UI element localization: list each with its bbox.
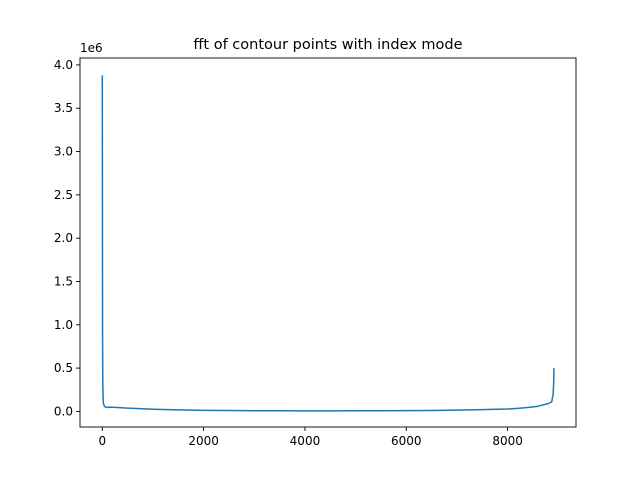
y-offset-label: 1e6 [80, 41, 103, 55]
y-tick-label: 1.5 [54, 274, 73, 288]
x-tick-label: 2000 [188, 434, 219, 448]
y-tick-label: 3.0 [54, 145, 73, 159]
y-tick-label: 0.5 [54, 361, 73, 375]
axes-frame [79, 57, 577, 428]
x-axis-ticks: 0 2000 4000 6000 8000 [98, 427, 523, 448]
y-tick-label: 3.5 [54, 101, 73, 115]
y-tick-label: 0.0 [54, 404, 73, 418]
y-tick-label: 2.0 [54, 231, 73, 245]
series-line-0 [101, 75, 555, 412]
x-tick-label: 6000 [391, 434, 422, 448]
y-tick-label: 1.0 [54, 318, 73, 332]
y-axis-ticks: 0.0 0.5 1.0 1.5 2.0 2.5 3.0 3.5 4.0 [54, 58, 80, 418]
x-tick-label: 0 [98, 434, 106, 448]
y-tick-label: 4.0 [54, 58, 73, 72]
y-tick-label: 2.5 [54, 188, 73, 202]
chart-title: fft of contour points with index mode [193, 37, 462, 53]
x-tick-label: 4000 [290, 434, 321, 448]
plot-area [101, 75, 555, 412]
x-tick-label: 8000 [492, 434, 523, 448]
